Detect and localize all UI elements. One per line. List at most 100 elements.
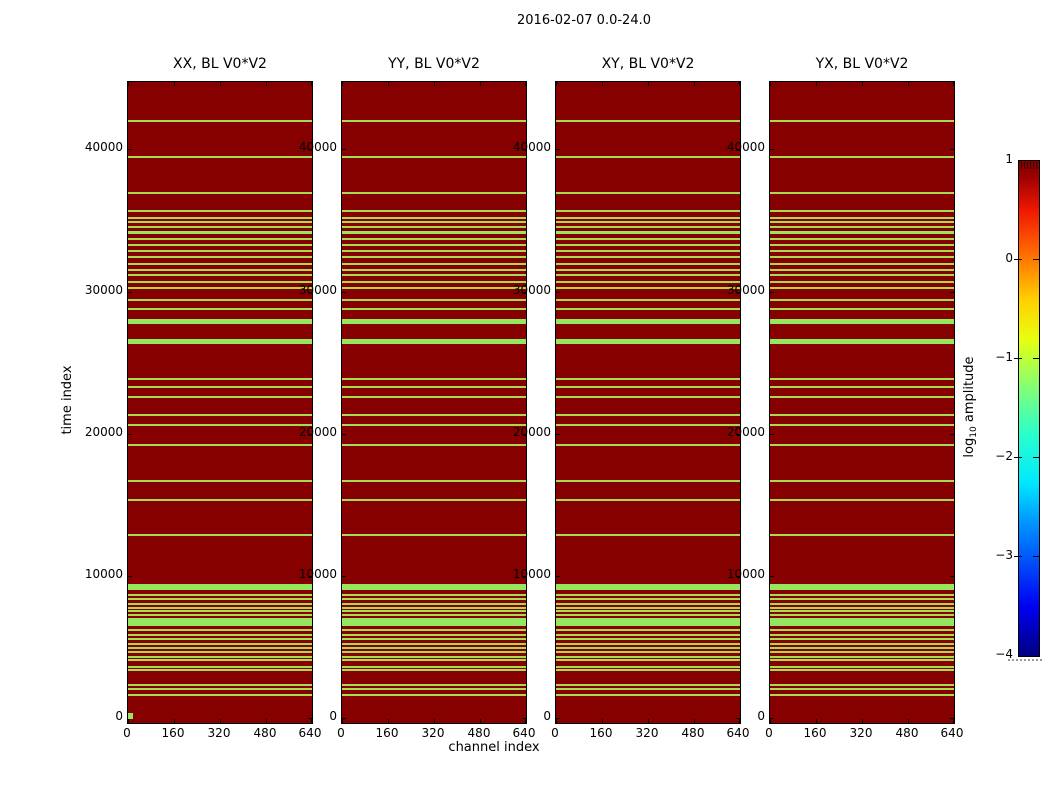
x-tick-mark: [388, 82, 389, 86]
flagged-row-stripe: [556, 638, 740, 640]
flagged-row-stripe: [770, 339, 954, 344]
flagged-row-stripe: [342, 694, 526, 696]
flagged-row-stripe: [770, 156, 954, 158]
flagged-row-stripe: [128, 480, 312, 482]
y-tick-mark: [128, 292, 132, 293]
flagged-row-stripe: [556, 669, 740, 671]
x-tick-label: 0: [765, 726, 773, 740]
flagged-row-stripe: [556, 688, 740, 690]
flagged-row-stripe: [128, 534, 312, 536]
y-tick-mark: [950, 434, 954, 435]
flagged-row-stripe: [556, 339, 740, 344]
flagged-row-stripe: [556, 414, 740, 416]
y-tick-mark: [770, 292, 774, 293]
flagged-row-stripe: [556, 386, 740, 388]
flagged-row-stripe: [770, 244, 954, 246]
x-tick-mark: [220, 719, 221, 723]
y-tick-mark: [736, 434, 740, 435]
y-tick-label: 40000: [84, 140, 123, 154]
flagged-row-stripe: [128, 263, 312, 265]
flagged-row-stripe: [128, 656, 312, 658]
flagged-row-stripe: [342, 603, 526, 605]
flagged-row-stripe: [770, 629, 954, 631]
y-tick-mark: [308, 434, 312, 435]
flagged-row-stripe: [128, 226, 312, 228]
flagged-row-stripe: [342, 221, 526, 223]
flagged-row-stripe: [770, 226, 954, 228]
x-tick-label: 640: [512, 726, 536, 740]
flagged-row-stripe: [128, 594, 312, 596]
flagged-row-stripe: [556, 281, 740, 283]
flagged-row-stripe: [128, 396, 312, 398]
flagged-row-stripe: [128, 120, 312, 122]
x-tick-label: 160: [161, 726, 185, 740]
flagged-row-stripe: [128, 647, 312, 649]
flagged-row-stripe: [128, 584, 312, 590]
flagged-row-stripe: [128, 414, 312, 416]
y-tick-mark: [342, 576, 346, 577]
y-tick-mark: [128, 576, 132, 577]
x-tick-label: 0: [337, 726, 345, 740]
flagged-row-stripe: [128, 308, 312, 310]
x-tick-label: 0: [123, 726, 131, 740]
flagged-row-stripe: [342, 274, 526, 276]
flagged-row-stripe: [556, 156, 740, 158]
flagged-row-stripe: [556, 308, 740, 310]
flagged-row-stripe: [342, 378, 526, 380]
flagged-row-stripe: [342, 607, 526, 609]
flagged-row-stripe: [342, 256, 526, 258]
y-tick-mark: [556, 292, 560, 293]
x-tick-mark: [694, 719, 695, 723]
flagged-row-stripe: [128, 614, 312, 616]
flagged-row-stripe: [128, 629, 312, 631]
flagged-row-stripe: [556, 226, 740, 228]
colorbar-label-sub: 10: [969, 426, 979, 438]
flagged-row-stripe: [770, 598, 954, 600]
y-tick-mark: [128, 434, 132, 435]
x-tick-mark: [128, 719, 129, 723]
y-tick-mark: [770, 434, 774, 435]
flagged-row-stripe: [342, 634, 526, 636]
x-tick-mark: [953, 82, 954, 86]
y-tick-mark: [950, 292, 954, 293]
heatmap-yx: [769, 81, 955, 724]
flagged-row-stripe: [128, 607, 312, 609]
flagged-row-stripe: [556, 269, 740, 271]
flagged-row-stripe: [342, 299, 526, 301]
y-tick-mark: [736, 149, 740, 150]
y-tick-mark: [736, 718, 740, 719]
x-tick-mark: [311, 82, 312, 86]
y-tick-mark: [556, 149, 560, 150]
flagged-row-stripe: [556, 684, 740, 686]
flagged-row-stripe: [128, 256, 312, 258]
flagged-row-stripe: [556, 534, 740, 536]
x-tick-mark: [342, 719, 343, 723]
y-tick-mark: [950, 149, 954, 150]
flagged-row-stripe: [128, 634, 312, 636]
flagged-row-stripe: [556, 594, 740, 596]
flagged-row-stripe: [128, 378, 312, 380]
flagged-row-stripe: [556, 629, 740, 631]
x-tick-mark: [739, 82, 740, 86]
flagged-row-stripe: [770, 378, 954, 380]
flagged-row-stripe: [556, 231, 740, 234]
y-tick-mark: [342, 292, 346, 293]
flagged-row-stripe: [770, 607, 954, 609]
heatmap-yy: [341, 81, 527, 724]
flagged-row-stripe: [556, 444, 740, 446]
flagged-row-stripe: [556, 584, 740, 590]
flagged-row-stripe: [128, 643, 312, 645]
y-axis-label: time index: [60, 365, 75, 435]
flagged-row-stripe: [342, 684, 526, 686]
flagged-row-stripe: [128, 287, 312, 289]
y-tick-mark: [128, 149, 132, 150]
heatmap-xx: [127, 81, 313, 724]
y-tick-mark: [308, 718, 312, 719]
x-tick-label: 480: [895, 726, 919, 740]
flagged-row-stripe: [342, 688, 526, 690]
y-tick-label: 10000: [298, 567, 337, 581]
flagged-row-stripe: [342, 594, 526, 596]
flagged-row-stripe: [128, 238, 312, 240]
subplot-title-xy: XY, BL V0*V2: [601, 56, 695, 72]
flagged-row-stripe: [342, 386, 526, 388]
